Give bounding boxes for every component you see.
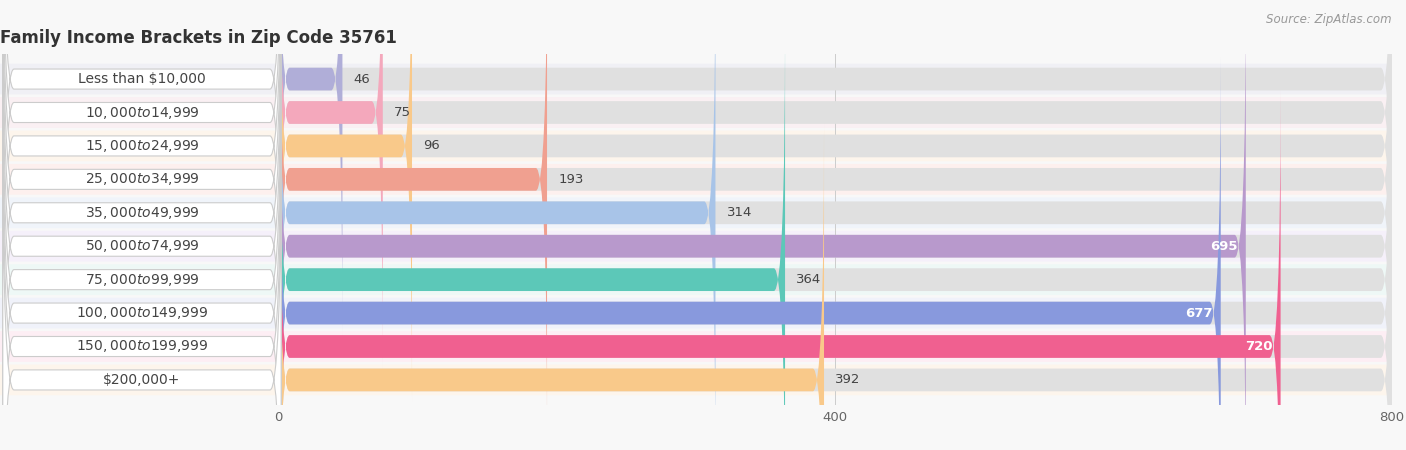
Text: $200,000+: $200,000+	[103, 373, 180, 387]
FancyBboxPatch shape	[3, 0, 281, 450]
FancyBboxPatch shape	[0, 64, 1392, 94]
FancyBboxPatch shape	[278, 0, 1392, 402]
FancyBboxPatch shape	[3, 56, 281, 450]
Text: 193: 193	[558, 173, 583, 186]
Text: 96: 96	[423, 140, 440, 153]
FancyBboxPatch shape	[0, 364, 1392, 395]
FancyBboxPatch shape	[3, 0, 281, 370]
FancyBboxPatch shape	[0, 331, 1392, 362]
FancyBboxPatch shape	[278, 90, 1392, 450]
Text: $75,000 to $99,999: $75,000 to $99,999	[84, 272, 200, 288]
FancyBboxPatch shape	[3, 22, 281, 450]
FancyBboxPatch shape	[3, 0, 281, 337]
Text: 314: 314	[727, 206, 752, 219]
FancyBboxPatch shape	[278, 57, 1220, 450]
Text: 677: 677	[1185, 306, 1212, 320]
FancyBboxPatch shape	[3, 122, 281, 450]
Text: $100,000 to $149,999: $100,000 to $149,999	[76, 305, 208, 321]
FancyBboxPatch shape	[3, 0, 281, 403]
FancyBboxPatch shape	[278, 0, 716, 450]
FancyBboxPatch shape	[278, 0, 343, 335]
FancyBboxPatch shape	[0, 198, 1392, 228]
FancyBboxPatch shape	[278, 0, 412, 402]
FancyBboxPatch shape	[278, 0, 1392, 369]
Text: $25,000 to $34,999: $25,000 to $34,999	[84, 171, 200, 187]
FancyBboxPatch shape	[278, 124, 824, 450]
Text: 75: 75	[394, 106, 411, 119]
Text: 695: 695	[1211, 240, 1237, 253]
Text: 720: 720	[1244, 340, 1272, 353]
FancyBboxPatch shape	[278, 57, 1392, 450]
Text: 46: 46	[353, 72, 370, 86]
FancyBboxPatch shape	[0, 298, 1392, 328]
FancyBboxPatch shape	[278, 0, 547, 436]
FancyBboxPatch shape	[278, 0, 1392, 335]
FancyBboxPatch shape	[278, 0, 382, 369]
FancyBboxPatch shape	[0, 97, 1392, 128]
FancyBboxPatch shape	[0, 264, 1392, 295]
FancyBboxPatch shape	[278, 0, 1392, 436]
Text: $10,000 to $14,999: $10,000 to $14,999	[84, 104, 200, 121]
FancyBboxPatch shape	[278, 23, 785, 450]
Text: $15,000 to $24,999: $15,000 to $24,999	[84, 138, 200, 154]
Text: 364: 364	[796, 273, 821, 286]
FancyBboxPatch shape	[278, 23, 1392, 450]
Text: $150,000 to $199,999: $150,000 to $199,999	[76, 338, 208, 355]
FancyBboxPatch shape	[0, 231, 1392, 261]
FancyBboxPatch shape	[0, 164, 1392, 195]
FancyBboxPatch shape	[278, 124, 1392, 450]
FancyBboxPatch shape	[0, 130, 1392, 161]
FancyBboxPatch shape	[278, 0, 1392, 450]
FancyBboxPatch shape	[278, 0, 1392, 450]
Text: Family Income Brackets in Zip Code 35761: Family Income Brackets in Zip Code 35761	[0, 29, 396, 47]
FancyBboxPatch shape	[3, 0, 281, 450]
Text: $35,000 to $49,999: $35,000 to $49,999	[84, 205, 200, 221]
Text: $50,000 to $74,999: $50,000 to $74,999	[84, 238, 200, 254]
FancyBboxPatch shape	[278, 0, 1246, 450]
FancyBboxPatch shape	[3, 89, 281, 450]
Text: 392: 392	[835, 374, 860, 387]
FancyBboxPatch shape	[3, 0, 281, 437]
FancyBboxPatch shape	[278, 90, 1281, 450]
Text: Source: ZipAtlas.com: Source: ZipAtlas.com	[1267, 14, 1392, 27]
Text: Less than $10,000: Less than $10,000	[79, 72, 205, 86]
